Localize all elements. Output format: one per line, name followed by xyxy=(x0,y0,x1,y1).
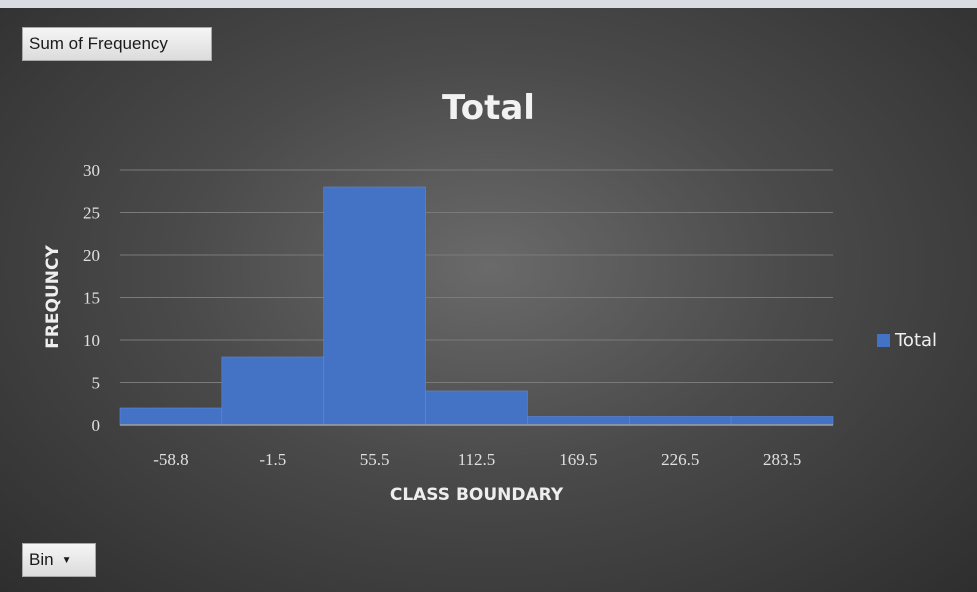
bar--1.5 xyxy=(221,356,325,426)
x-tick-label: 169.5 xyxy=(559,450,597,469)
x-tick-label: 55.5 xyxy=(360,450,390,469)
x-tick-label: 283.5 xyxy=(763,450,801,469)
x-tick-label: -1.5 xyxy=(259,450,286,469)
y-tick-label: 20 xyxy=(83,246,100,265)
legend-label-total: Total xyxy=(895,330,938,351)
y-axis-title: FREQUNCY xyxy=(43,245,63,349)
y-tick-label: 30 xyxy=(83,161,100,180)
bar-283.5 xyxy=(730,416,834,426)
x-tick-label: -58.8 xyxy=(153,450,188,469)
y-tick-label: 25 xyxy=(83,204,100,223)
legend-swatch-total xyxy=(877,334,890,347)
chart-title: Total xyxy=(442,88,535,128)
x-tick-label: 226.5 xyxy=(661,450,699,469)
x-tick-label: 112.5 xyxy=(458,450,496,469)
chevron-down-icon: ▼ xyxy=(61,554,72,566)
y-tick-label: 0 xyxy=(92,416,101,435)
legend: Total xyxy=(877,330,937,351)
x-axis-title: CLASS BOUNDARY xyxy=(390,485,564,505)
bar--58.8 xyxy=(119,407,223,426)
y-tick-label: 5 xyxy=(92,374,101,393)
y-tick-label: 10 xyxy=(83,331,100,350)
bin-field-label: Bin xyxy=(29,550,54,569)
bar-112.5 xyxy=(425,390,528,426)
sum-of-frequency-field-button[interactable]: Sum of Frequency xyxy=(22,27,212,61)
bar-55.5 xyxy=(323,186,426,426)
y-tick-label: 15 xyxy=(83,289,100,308)
bin-field-dropdown[interactable]: Bin ▼ xyxy=(22,543,96,577)
bar-226.5 xyxy=(628,416,732,426)
window-top-edge xyxy=(0,0,977,8)
bar-169.5 xyxy=(527,416,630,426)
